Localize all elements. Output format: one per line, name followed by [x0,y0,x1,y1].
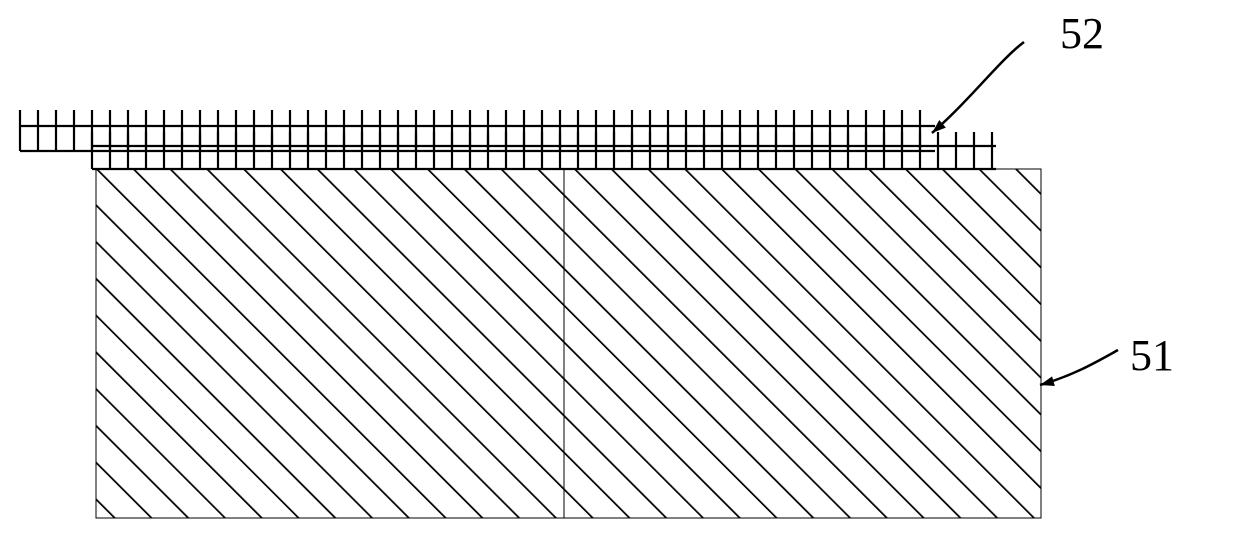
diagram-canvas: 52 51 [0,0,1240,537]
label-52: 52 [1060,8,1104,59]
diagram-svg [0,0,1240,537]
label-51: 51 [1130,330,1174,381]
